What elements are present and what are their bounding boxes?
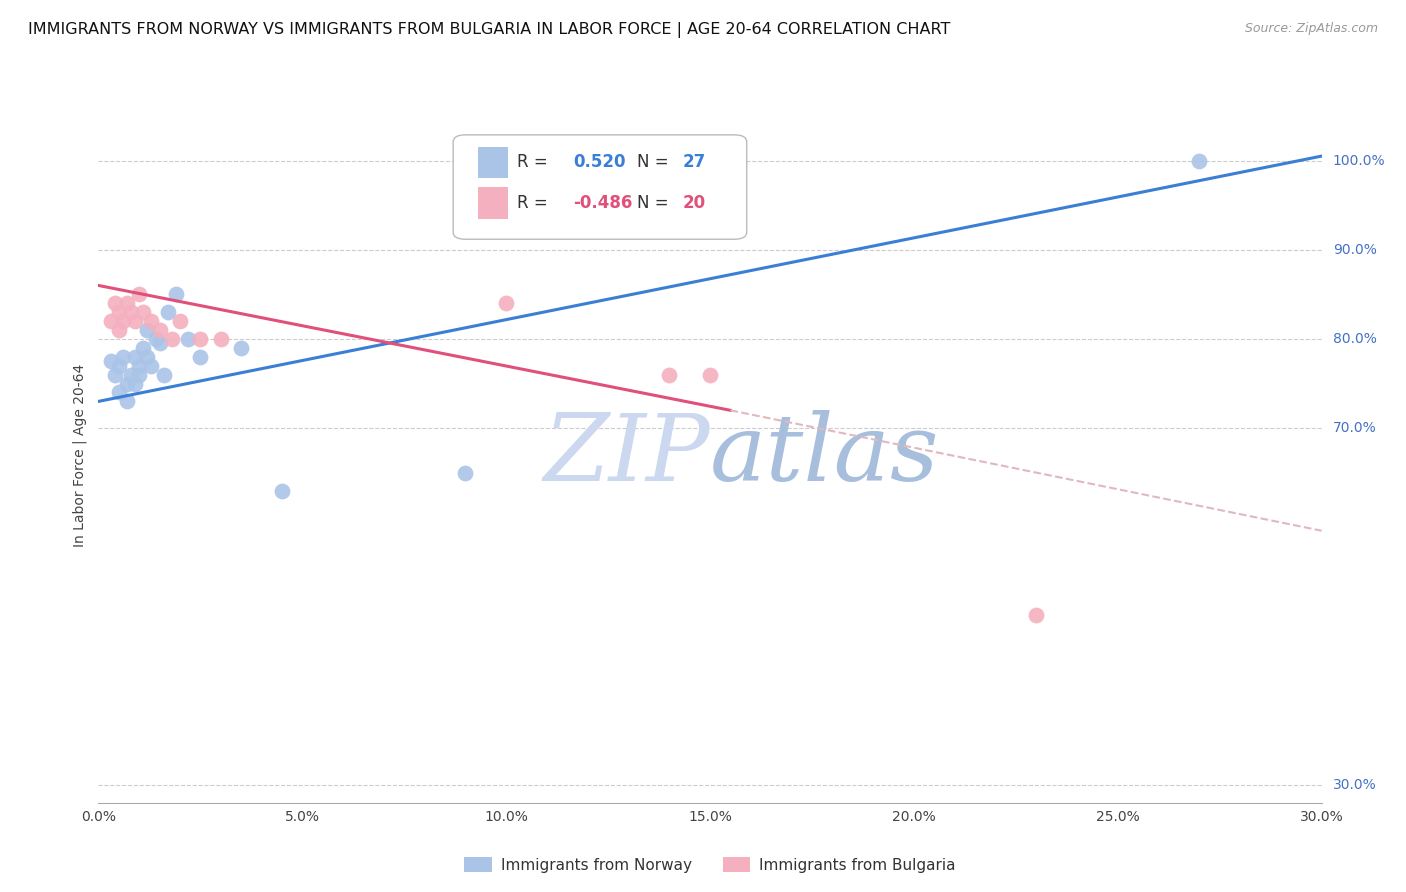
Point	[145, 332, 167, 346]
Text: -0.486: -0.486	[574, 194, 633, 212]
Point	[658, 368, 681, 382]
Point	[104, 296, 127, 310]
Text: 0.520: 0.520	[574, 153, 626, 171]
Point	[141, 314, 163, 328]
Text: IMMIGRANTS FROM NORWAY VS IMMIGRANTS FROM BULGARIA IN LABOR FORCE | AGE 20-64 CO: IMMIGRANTS FROM NORWAY VS IMMIGRANTS FRO…	[28, 22, 950, 38]
Text: R =: R =	[517, 153, 547, 171]
Text: 100.0%: 100.0%	[1333, 153, 1385, 168]
Point	[231, 341, 253, 355]
Text: ZIP: ZIP	[543, 410, 710, 500]
Text: 27: 27	[683, 153, 706, 171]
Text: 70.0%: 70.0%	[1333, 421, 1376, 435]
Point	[136, 350, 159, 364]
Point	[124, 314, 146, 328]
FancyBboxPatch shape	[453, 135, 747, 239]
Bar	[478, 187, 508, 219]
Point	[1025, 608, 1047, 623]
Point	[188, 350, 212, 364]
Y-axis label: In Labor Force | Age 20-64: In Labor Force | Age 20-64	[73, 363, 87, 547]
Point	[699, 368, 721, 382]
Text: 80.0%: 80.0%	[1333, 332, 1376, 346]
Text: 90.0%: 90.0%	[1333, 243, 1376, 257]
Point	[169, 314, 191, 328]
Point	[128, 287, 150, 301]
Point	[128, 368, 150, 382]
Point	[120, 368, 142, 382]
Text: N =: N =	[637, 153, 668, 171]
Point	[111, 314, 134, 328]
Point	[104, 368, 127, 382]
Point	[165, 287, 187, 301]
Point	[177, 332, 200, 346]
Point	[160, 332, 183, 346]
Legend: Immigrants from Norway, Immigrants from Bulgaria: Immigrants from Norway, Immigrants from …	[458, 850, 962, 879]
Point	[209, 332, 232, 346]
Text: 30.0%: 30.0%	[1333, 778, 1376, 792]
Point	[136, 323, 159, 337]
Point	[141, 359, 163, 373]
Point	[115, 394, 138, 409]
Text: 20: 20	[683, 194, 706, 212]
Bar	[478, 146, 508, 178]
Point	[124, 376, 146, 391]
Text: N =: N =	[637, 194, 668, 212]
Point	[100, 354, 122, 368]
Point	[108, 305, 131, 319]
Point	[115, 376, 138, 391]
Point	[1188, 153, 1211, 168]
Point	[108, 359, 131, 373]
Point	[188, 332, 212, 346]
Point	[128, 359, 150, 373]
Point	[132, 341, 155, 355]
Point	[108, 323, 131, 337]
Point	[108, 385, 131, 400]
Text: R =: R =	[517, 194, 547, 212]
Point	[100, 314, 122, 328]
Point	[495, 296, 517, 310]
Point	[124, 350, 146, 364]
Point	[454, 466, 477, 480]
Text: Source: ZipAtlas.com: Source: ZipAtlas.com	[1244, 22, 1378, 36]
Point	[149, 323, 172, 337]
Point	[111, 350, 134, 364]
Point	[120, 305, 142, 319]
Point	[270, 483, 294, 498]
Point	[115, 296, 138, 310]
Point	[156, 305, 179, 319]
Point	[132, 305, 155, 319]
Point	[152, 368, 174, 382]
Point	[149, 336, 172, 351]
Text: atlas: atlas	[710, 410, 939, 500]
